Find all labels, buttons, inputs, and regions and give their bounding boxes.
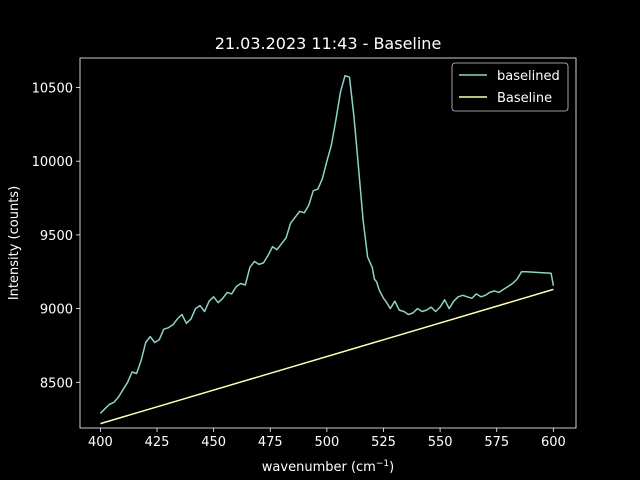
legend: baselined Baseline (451, 62, 569, 112)
y-axis-label: Intensity (counts) (7, 186, 22, 300)
x-tick-label: 525 (371, 435, 396, 450)
x-tick-label: 425 (145, 435, 170, 450)
plot-area (79, 57, 577, 429)
legend-label-baseline: Baseline (497, 91, 552, 106)
series-line-baseline (100, 288, 554, 425)
x-axis-label-superscript: −1 (376, 459, 389, 469)
chart-title: 21.03.2023 11:43 - Baseline (215, 34, 442, 53)
y-tick-label: 9000 (40, 303, 73, 318)
x-tick-label: 575 (484, 435, 509, 450)
y-tick-label: 10500 (32, 81, 73, 96)
plot-frame (79, 57, 577, 429)
x-tick-label: 500 (314, 435, 339, 450)
x-tick-label: 550 (428, 435, 453, 450)
x-axis-label: wavenumber (cm−1) (262, 459, 394, 475)
x-tick-label: 400 (88, 435, 113, 450)
x-axis-ticks: 400 425 450 475 500 525 550 575 600 (88, 428, 566, 450)
y-tick-label: 8500 (40, 376, 73, 391)
x-axis-label-main: wavenumber (cm (262, 460, 376, 475)
series-layer (99, 74, 555, 425)
y-tick-label: 10000 (32, 155, 73, 170)
x-tick-label: 450 (201, 435, 226, 450)
legend-label-baselined: baselined (497, 69, 560, 84)
x-tick-label: 475 (258, 435, 283, 450)
series-line-baselined (99, 74, 555, 414)
x-tick-label: 600 (541, 435, 566, 450)
y-axis-ticks: 8500 9000 9500 10000 10500 (32, 81, 80, 391)
y-tick-label: 9500 (40, 229, 73, 244)
x-axis-label-close: ) (389, 460, 394, 475)
